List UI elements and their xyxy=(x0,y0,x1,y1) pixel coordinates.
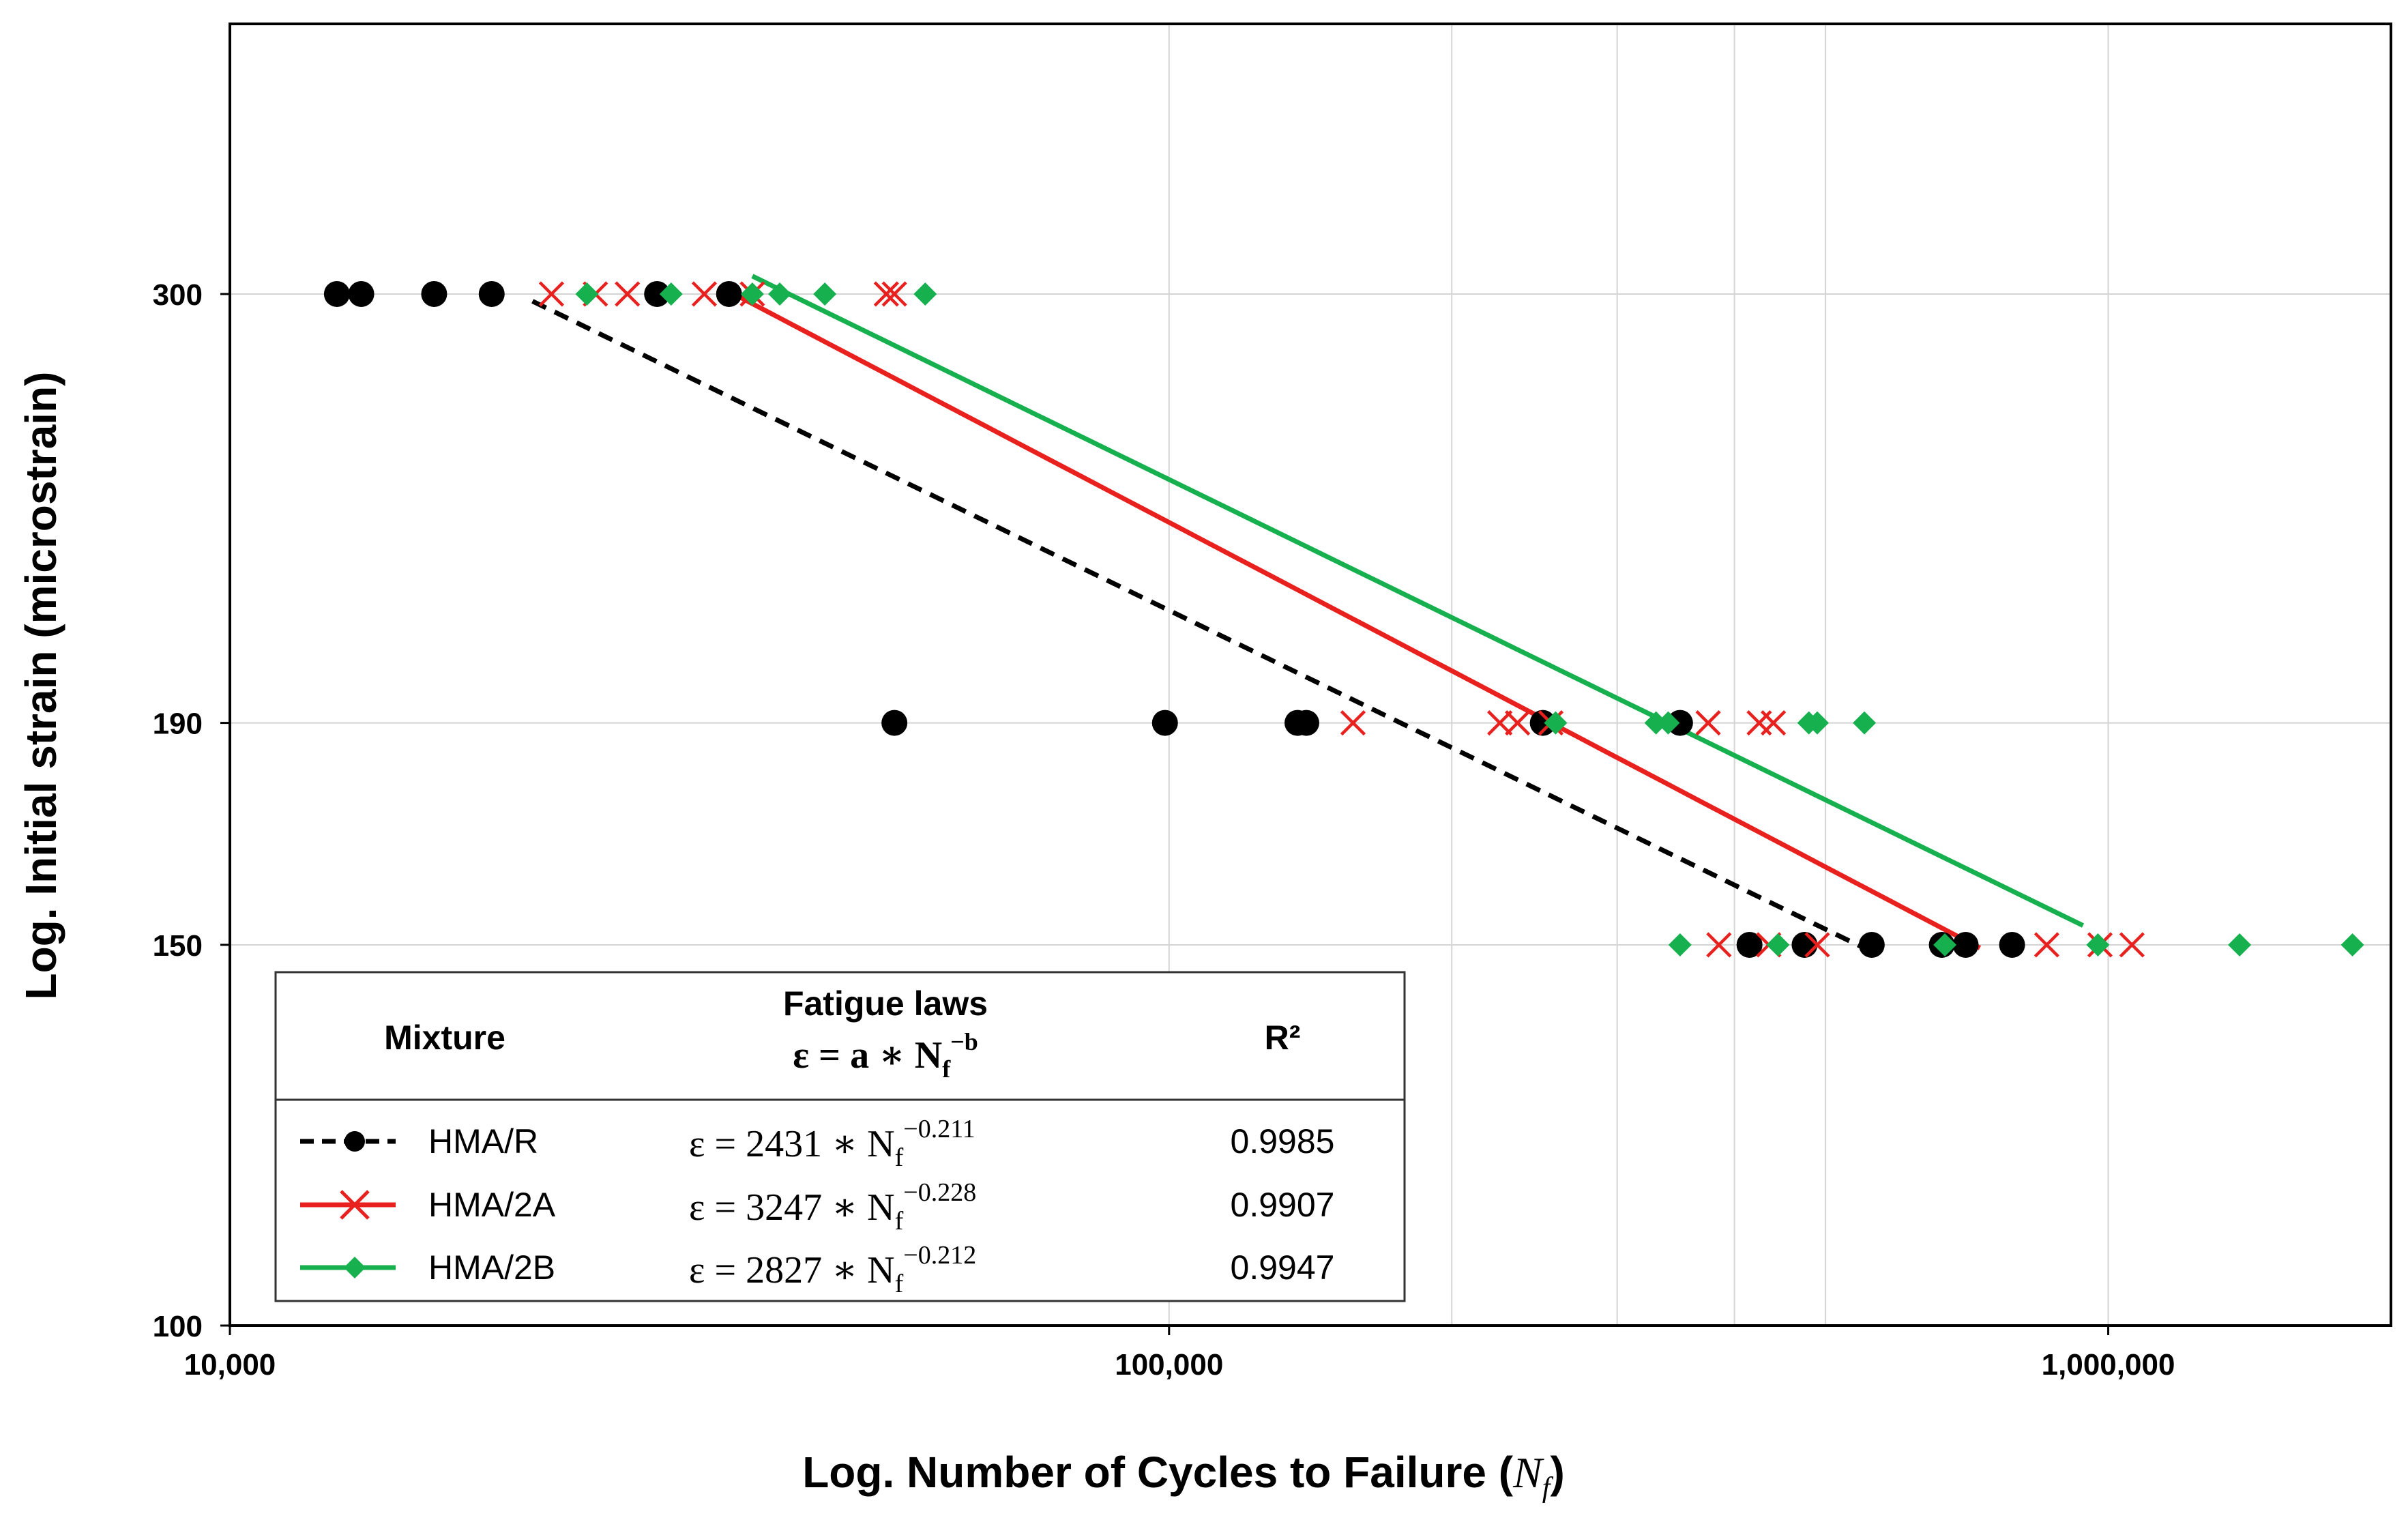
data-point-circle xyxy=(421,280,447,307)
legend-r2-hma-r: 0.9985 xyxy=(1231,1122,1335,1160)
data-point-diamond xyxy=(1853,711,1877,735)
data-point-x xyxy=(615,281,641,307)
data-point-x xyxy=(1340,710,1366,736)
data-point-circle xyxy=(1151,710,1178,736)
x-tick-label: 100,000 xyxy=(1115,1348,1223,1382)
x-tick-label: 10,000 xyxy=(184,1348,276,1382)
x-axis-title: Log. Number of Cycles to Failure (Nf) xyxy=(802,1448,1565,1504)
legend-header-formula: ε = a ∗ Nf−b xyxy=(793,1028,978,1083)
data-point-diamond xyxy=(1933,933,1957,956)
legend: Mixture Fatigue laws ε = a ∗ Nf−b R² HMA… xyxy=(274,971,1406,1302)
data-point-diamond xyxy=(1766,933,1790,956)
legend-r2-hma-2b: 0.9947 xyxy=(1231,1248,1335,1287)
data-point-diamond xyxy=(1668,933,1692,956)
legend-header-mixture: Mixture xyxy=(384,1019,505,1057)
legend-label-hma-2b: HMA/2B xyxy=(428,1248,555,1287)
data-point-diamond xyxy=(1544,711,1568,735)
axis-ticks: 10,000 100,000 1,000,000 100 150 190 300 xyxy=(153,278,2175,1382)
data-point-x xyxy=(2119,932,2145,958)
data-point-diamond xyxy=(740,282,764,306)
data-point-circle xyxy=(478,280,505,307)
data-point-x xyxy=(873,281,899,307)
fit-lines xyxy=(531,274,2085,954)
legend-row-hma-2a: HMA/2A ε = 3247 ∗ Nf−0.228 0.9907 xyxy=(300,1178,1334,1236)
data-point-diamond xyxy=(1644,711,1668,735)
data-point-circle xyxy=(1952,931,1979,958)
y-tick-label: 190 xyxy=(153,707,203,741)
data-point-x xyxy=(1804,932,1830,958)
data-point-circle xyxy=(348,280,375,307)
y-axis-title: Log. Initial strain (microstrain) xyxy=(16,372,65,1000)
data-point-circle xyxy=(644,280,671,307)
legend-r2-hma-2a: 0.9907 xyxy=(1231,1186,1335,1224)
fit-line-hma-2a xyxy=(739,295,1982,950)
data-points xyxy=(323,280,2364,958)
data-point-diamond xyxy=(768,282,792,306)
legend-box xyxy=(274,971,1406,1302)
data-point-diamond xyxy=(813,282,837,306)
data-point-circle xyxy=(1736,931,1763,958)
fit-line-hma-2b xyxy=(751,274,2085,928)
data-point-circle xyxy=(1529,710,1556,736)
data-point-x xyxy=(538,281,565,307)
data-point-x xyxy=(1706,932,1732,958)
data-point-circle xyxy=(323,280,350,307)
data-point-diamond xyxy=(659,282,683,306)
y-tick-label: 100 xyxy=(153,1310,203,1343)
data-point-x xyxy=(1761,710,1787,736)
data-point-x xyxy=(691,281,718,307)
legend-eq-hma-2b: ε = 2827 ∗ Nf−0.212 xyxy=(689,1241,976,1298)
legend-eq-hma-r: ε = 2431 ∗ Nf−0.211 xyxy=(689,1115,975,1172)
data-point-circle xyxy=(716,280,742,307)
legend-label-hma-r: HMA/R xyxy=(428,1122,538,1160)
y-tick-label: 150 xyxy=(153,929,203,963)
data-point-circle xyxy=(1293,710,1319,736)
data-point-diamond xyxy=(2086,933,2110,956)
data-point-diamond xyxy=(1806,711,1830,735)
data-point-x xyxy=(1487,710,1513,736)
data-point-diamond xyxy=(2340,933,2364,956)
legend-row-hma-2b: HMA/2B ε = 2827 ∗ Nf−0.212 0.9947 xyxy=(300,1241,1334,1298)
data-point-circle xyxy=(1791,931,1818,958)
data-point-circle xyxy=(1999,931,2025,958)
data-point-circle xyxy=(1666,710,1693,736)
data-point-diamond xyxy=(913,282,937,306)
legend-marker-x xyxy=(340,1190,370,1220)
data-point-circle xyxy=(1858,931,1885,958)
legend-row-hma-r: HMA/R ε = 2431 ∗ Nf−0.211 0.9985 xyxy=(300,1115,1334,1172)
legend-marker-diamond xyxy=(344,1257,366,1278)
fit-line-hma-r xyxy=(531,299,1873,954)
y-tick-label: 300 xyxy=(153,278,203,312)
data-point-circle xyxy=(881,710,908,736)
data-point-x xyxy=(1695,710,1721,736)
legend-marker-circle xyxy=(344,1131,365,1152)
legend-label-hma-2a: HMA/2A xyxy=(428,1186,556,1224)
data-point-diamond xyxy=(575,282,599,306)
data-point-diamond xyxy=(2228,933,2252,956)
data-point-x xyxy=(2033,932,2059,958)
legend-header-r2: R² xyxy=(1265,1019,1301,1057)
x-tick-label: 1,000,000 xyxy=(2042,1348,2175,1382)
plot-frame xyxy=(229,23,2392,1327)
data-point-x xyxy=(1505,710,1531,736)
data-point-diamond xyxy=(1656,711,1680,735)
data-point-x xyxy=(881,281,907,307)
legend-eq-hma-2a: ε = 3247 ∗ Nf−0.228 xyxy=(689,1178,976,1236)
legend-header-laws: Fatigue laws xyxy=(783,984,988,1023)
